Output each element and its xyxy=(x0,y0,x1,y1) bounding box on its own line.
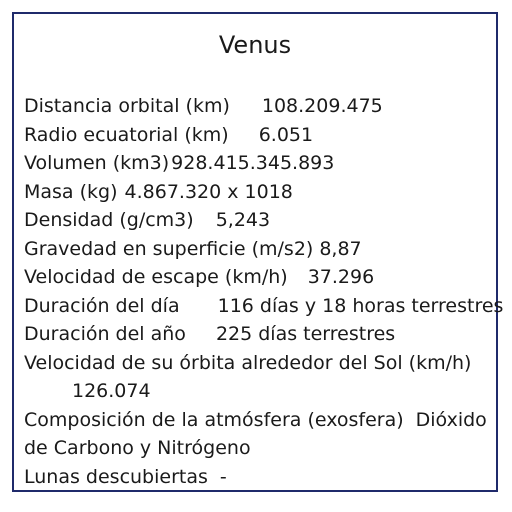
fact-row-volumen: Volumen (km3) 928.415.345.893 xyxy=(24,149,494,178)
fact-value: 8,87 xyxy=(319,237,362,260)
fact-value: Dióxido de Carbono y Nitrógeno xyxy=(24,408,487,460)
fact-value: 928.415.345.893 xyxy=(171,152,335,174)
fact-value: 6.051 xyxy=(258,123,314,146)
fact-value: 4.867.320 x 1018 xyxy=(124,180,293,203)
fact-label: Duración del año xyxy=(24,323,186,345)
fact-row-velocidad-escape: Velocidad de escape (km/h) 37.296 xyxy=(24,263,494,292)
fact-value: 116 días y 18 horas terrestres xyxy=(217,294,504,317)
fact-value: 126.074 xyxy=(72,380,151,402)
fact-label: Volumen (km3) xyxy=(24,152,170,174)
fact-row-gravedad: Gravedad en superficie (m/s2) 8,87 xyxy=(24,235,494,264)
fact-value: 108.209.475 xyxy=(261,95,383,117)
fact-row-velocidad-orbita: Velocidad de su órbita alrededor del Sol… xyxy=(24,349,494,378)
fact-row-duracion-dia: Duración del día 116 días y 18 horas terr… xyxy=(24,292,503,321)
fact-row-distancia-orbital: Distancia orbital (km) 108.209.475 xyxy=(24,92,494,121)
fact-row-radio-ecuatorial: Radio ecuatorial (km) 6.051 xyxy=(24,121,494,150)
fact-label: Distancia orbital (km) xyxy=(24,95,230,117)
fact-label: Gravedad en superficie (m/s2) xyxy=(24,237,314,260)
fact-row-lunas: Lunas descubiertas - xyxy=(24,463,494,492)
planet-card: Venus Distancia orbital (km) 108.209.475 … xyxy=(12,12,503,492)
fact-row-masa: Masa (kg) 4.867.320 x 1018 xyxy=(24,178,494,207)
fact-row-duracion-ano: Duración del año 225 días terrestres xyxy=(24,320,494,349)
fact-value: - xyxy=(219,465,227,488)
fact-row-velocidad-orbita-value: 126.074 xyxy=(24,377,494,406)
fact-value: 5,243 xyxy=(215,209,271,231)
fact-label: Velocidad de escape (km/h) xyxy=(24,266,288,288)
fact-value: 37.296 xyxy=(307,266,375,288)
fact-label: Masa (kg) xyxy=(24,180,118,203)
fact-label: Duración del día xyxy=(24,294,180,317)
fact-label: Lunas descubiertas xyxy=(24,465,208,488)
fact-value: 225 días terrestres xyxy=(215,323,396,345)
facts-list: Distancia orbital (km) 108.209.475 Radio … xyxy=(24,92,503,492)
page-title: Venus xyxy=(218,31,292,59)
fact-label: Densidad (g/cm3) xyxy=(24,209,194,231)
fact-label: Radio ecuatorial (km) xyxy=(24,123,229,146)
fact-row-composicion: Composición de la atmósfera (exosfera) Di… xyxy=(24,406,494,463)
fact-row-densidad: Densidad (g/cm3) 5,243 xyxy=(24,206,494,235)
fact-label: Velocidad de su órbita alrededor del Sol… xyxy=(24,351,472,374)
fact-label: Composición de la atmósfera (exosfera) xyxy=(24,408,404,431)
